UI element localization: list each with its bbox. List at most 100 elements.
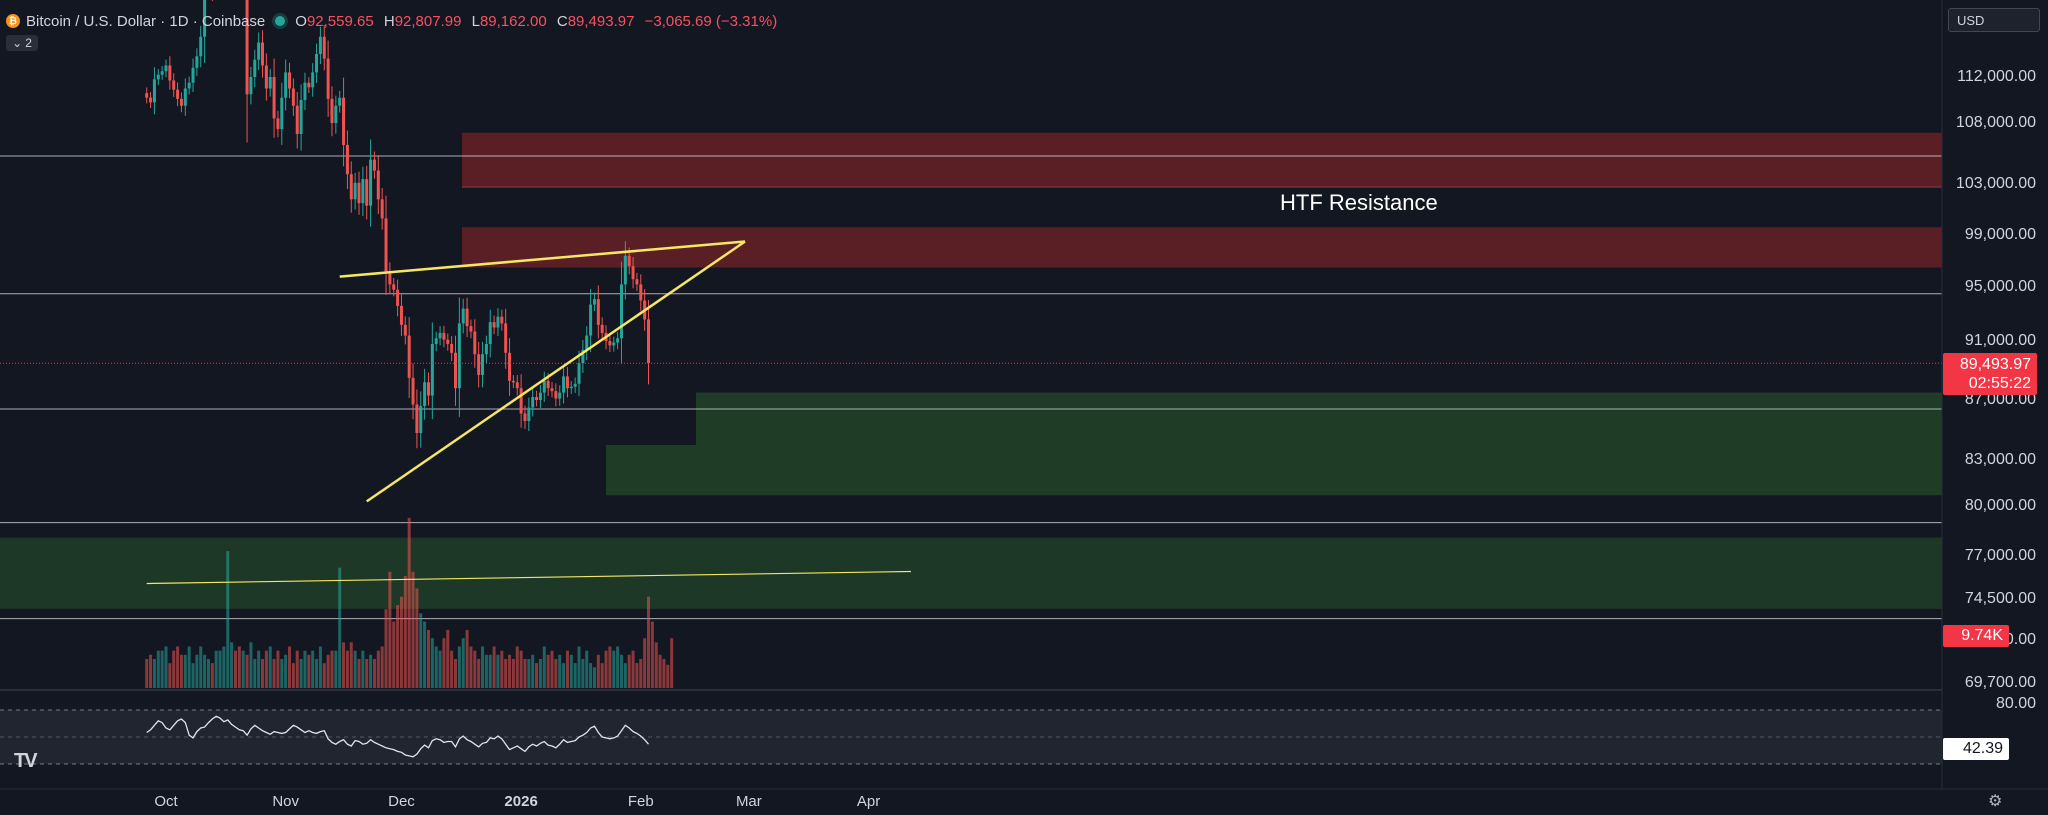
time-axis-label: 2026 [504,793,537,810]
bitcoin-icon: ₿ [6,14,20,28]
candle-body [261,42,264,66]
volume-bar [527,658,531,688]
candle-body [573,383,577,387]
candle-body [284,72,288,98]
volume-bar [450,650,454,688]
volume-bar [423,621,427,688]
volume-bar [349,642,353,688]
candle-body [569,386,573,389]
volume-bar [604,650,608,688]
volume-bar [210,663,214,688]
volume-bar [380,646,384,688]
last-price-value: 89,493.97 [1959,356,2031,373]
volume-bar [326,654,330,688]
change-value: −3,065.69 (−3.31%) [644,12,778,30]
candle-body [488,322,492,344]
volume-bar [396,605,400,688]
candle-body [538,392,542,400]
resistance-zone-edge [462,186,1942,188]
volume-bar [608,646,612,688]
volume-bar [353,650,357,688]
candle-body [442,332,446,340]
candle-body [612,342,616,346]
candle-body [623,255,627,285]
gear-icon[interactable]: ⚙ [1988,793,2003,810]
candle-body [384,218,388,272]
candle-body [484,343,488,355]
candle-body [195,56,199,68]
volume-bar [272,658,276,688]
rsi-line [146,715,649,758]
volume-bar [523,658,527,688]
candle-body [365,179,369,206]
volume-bar [311,650,315,688]
volume-bar [365,658,369,688]
volume-bar [288,646,292,688]
candle-body [546,380,550,389]
candle-body [257,42,261,60]
volume-bar [538,658,542,688]
price-axis-label: 74,500.00 [1964,590,2036,607]
volume-bar [496,654,500,688]
volume-bar [511,658,515,688]
candle-body [635,279,639,285]
candle-body [542,380,546,393]
candle-body [592,299,596,305]
volume-bar [403,575,407,688]
high-label: H [383,12,395,30]
candle-body [434,338,438,344]
candle-body [554,391,558,399]
symbol-title[interactable]: Bitcoin / U.S. Dollar · 1D · Coinbase [26,12,266,30]
candle-body [403,324,407,336]
price-axis-label: 80,000.00 [1964,497,2036,514]
volume-bar [237,646,241,688]
volume-bar [280,658,284,688]
candle-body [415,404,419,433]
time-axis-label: Nov [272,793,299,810]
candle-body [357,182,361,204]
candle-body [481,354,485,375]
volume-bar [658,654,662,688]
volume-bar [639,658,643,688]
trendline [366,240,746,503]
candle-body [145,93,149,98]
volume-bar [492,646,496,688]
volume-bar [152,658,156,688]
candle-body [322,36,326,59]
volume-bar [357,658,361,688]
volume-bar [372,658,376,688]
volume-bar [338,567,342,688]
volume-bar [160,650,164,688]
volume-bar [565,650,569,688]
volume-bar [195,654,199,688]
volume-bar [550,650,554,688]
volume-bar [554,658,558,688]
candle-body [419,406,423,433]
candle-body [438,332,442,339]
candle-body [372,159,376,171]
volume-bar [577,646,581,688]
candle-body [504,323,508,353]
candle-body [589,304,593,336]
time-axis-label: Dec [388,793,415,810]
volume-bar [187,646,191,688]
currency-select[interactable]: USD [1948,8,2040,32]
volume-bar [307,654,311,688]
volume-bar [631,650,635,688]
close-value: 89,493.97 [567,12,635,30]
candle-body [349,174,353,200]
support-zone [606,445,1942,496]
indicators-toggle-button[interactable]: ⌄ 2 [6,35,38,51]
volume-bar [619,654,623,688]
candle-body [315,54,319,73]
chevron-down-icon: ⌄ [12,36,23,50]
volume-bar [504,658,508,688]
volume-bar [299,658,303,688]
candle-body [550,388,554,392]
candle-body [461,308,465,324]
volume-bar [164,646,168,688]
low-value: 89,162.00 [479,12,547,30]
volume-bar [303,650,307,688]
volume-bar [647,596,650,688]
